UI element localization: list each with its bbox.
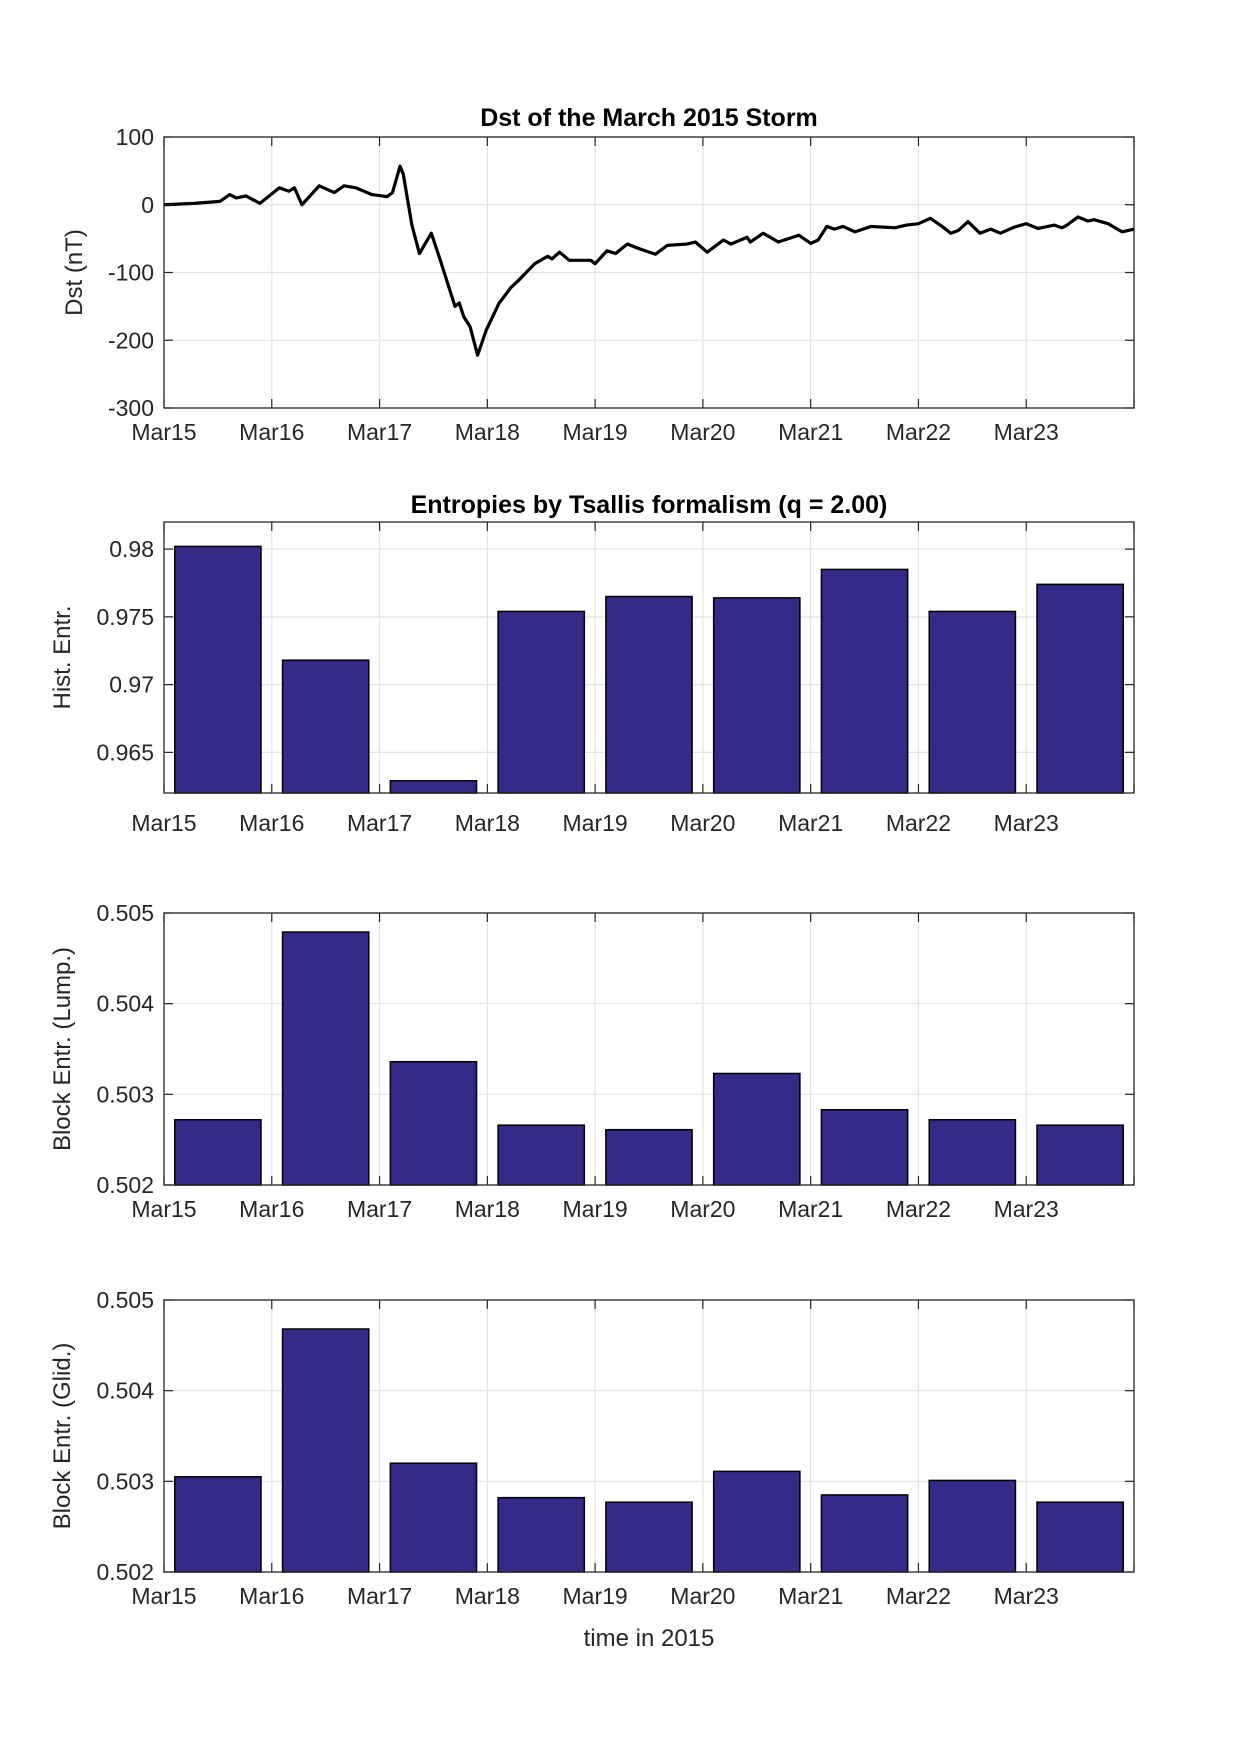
bar <box>174 1476 262 1573</box>
bar <box>174 545 262 794</box>
x-tick-label: Mar23 <box>994 1196 1059 1222</box>
x-tick-label: Mar16 <box>239 810 304 836</box>
x-axis-label: time in 2015 <box>584 1625 715 1652</box>
x-tick-label: Mar17 <box>347 810 412 836</box>
bar <box>928 610 1017 794</box>
bar <box>820 568 909 794</box>
x-tick-label: Mar22 <box>886 1583 951 1609</box>
x-tick-label: Mar21 <box>778 419 843 445</box>
bar <box>389 780 478 794</box>
x-tick-label: Mar21 <box>778 1583 843 1609</box>
y-tick-label: 0.504 <box>96 1378 154 1404</box>
chart-panel-1 <box>163 521 1135 794</box>
bar <box>605 1128 693 1186</box>
bar <box>1036 1501 1124 1573</box>
x-tick-label: Mar19 <box>563 810 628 836</box>
bar <box>1036 1124 1124 1186</box>
y-tick-label: -300 <box>108 395 154 421</box>
y-axis-label: Dst (nT) <box>61 229 88 316</box>
chart-panel-0 <box>163 136 1135 409</box>
y-axis-label: Block Entr. (Glid.) <box>49 1343 76 1530</box>
dst-line <box>163 164 1135 357</box>
y-tick-label: 0.503 <box>96 1468 154 1494</box>
y-tick-label: 100 <box>116 124 154 150</box>
axes-box <box>163 521 1135 794</box>
x-tick-label: Mar23 <box>994 419 1059 445</box>
y-tick-label: 0.504 <box>96 991 154 1017</box>
y-tick-label: 0.502 <box>96 1559 154 1585</box>
x-tick-label: Mar23 <box>994 810 1059 836</box>
bar <box>605 1501 693 1573</box>
y-tick-label: 0.502 <box>96 1172 154 1198</box>
y-tick-label: 0.505 <box>96 1287 154 1313</box>
x-tick-label: Mar18 <box>455 419 520 445</box>
bar <box>712 597 801 794</box>
y-tick-label: 0.503 <box>96 1081 154 1107</box>
x-tick-label: Mar20 <box>670 810 735 836</box>
x-tick-label: Mar19 <box>563 419 628 445</box>
x-tick-label: Mar16 <box>239 419 304 445</box>
x-tick-label: Mar17 <box>347 1583 412 1609</box>
y-tick-label: 0.965 <box>96 739 154 765</box>
x-tick-label: Mar19 <box>563 1196 628 1222</box>
x-tick-label: Mar21 <box>778 1196 843 1222</box>
y-tick-label: 0 <box>141 192 154 218</box>
x-tick-label: Mar15 <box>131 1196 196 1222</box>
bar <box>820 1494 909 1573</box>
y-axis-label: Hist. Entr. <box>49 605 76 709</box>
bar <box>928 1479 1017 1573</box>
chart-panel-3 <box>163 1299 1135 1573</box>
x-tick-label: Mar18 <box>455 1583 520 1609</box>
x-tick-label: Mar20 <box>670 1196 735 1222</box>
y-axis-label: Block Entr. (Lump.) <box>49 947 76 1151</box>
x-tick-label: Mar17 <box>347 419 412 445</box>
y-tick-label: -200 <box>108 327 154 353</box>
x-tick-label: Mar15 <box>131 810 196 836</box>
chart-title: Dst of the March 2015 Storm <box>480 104 818 132</box>
bar <box>174 1118 262 1186</box>
x-tick-label: Mar22 <box>886 810 951 836</box>
chart-panel-2 <box>163 912 1135 1186</box>
y-tick-label: -100 <box>108 260 154 286</box>
chart-title: Entropies by Tsallis formalism (q = 2.00… <box>411 491 888 519</box>
bar <box>497 1496 586 1573</box>
y-tick-label: 0.505 <box>96 900 154 926</box>
x-tick-label: Mar23 <box>994 1583 1059 1609</box>
x-tick-label: Mar18 <box>455 810 520 836</box>
x-tick-label: Mar22 <box>886 1196 951 1222</box>
y-tick-label: 0.97 <box>109 672 154 698</box>
bar <box>497 610 586 794</box>
x-tick-label: Mar19 <box>563 1583 628 1609</box>
bar <box>281 659 370 794</box>
x-tick-label: Mar22 <box>886 419 951 445</box>
y-tick-label: 0.975 <box>96 604 154 630</box>
bar <box>281 931 370 1186</box>
bar <box>605 595 693 794</box>
bar <box>820 1108 909 1186</box>
x-tick-label: Mar20 <box>670 419 735 445</box>
x-tick-label: Mar15 <box>131 1583 196 1609</box>
bar <box>389 1462 478 1573</box>
bar <box>712 1470 801 1573</box>
axes-box <box>163 912 1135 1186</box>
bar <box>497 1124 586 1186</box>
bar <box>281 1328 370 1573</box>
x-tick-label: Mar16 <box>239 1583 304 1609</box>
x-tick-label: Mar17 <box>347 1196 412 1222</box>
x-tick-label: Mar18 <box>455 1196 520 1222</box>
y-tick-label: 0.98 <box>109 536 154 562</box>
axes-box <box>163 1299 1135 1573</box>
x-tick-label: Mar20 <box>670 1583 735 1609</box>
bar <box>1036 583 1124 794</box>
x-tick-label: Mar16 <box>239 1196 304 1222</box>
bar <box>712 1072 801 1186</box>
x-tick-label: Mar21 <box>778 810 843 836</box>
bar <box>389 1060 478 1186</box>
bar <box>928 1118 1017 1186</box>
x-tick-label: Mar15 <box>131 419 196 445</box>
